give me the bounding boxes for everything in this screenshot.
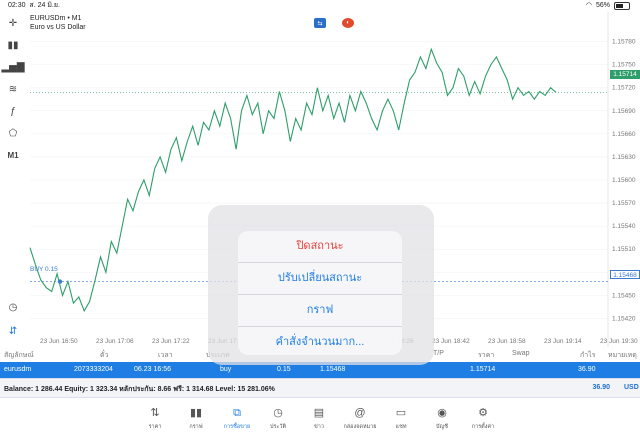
line-chart-icon[interactable]: ≋ [8,83,18,95]
col-comment: หมายเหตุ [608,352,637,359]
y-tick-label: 1.15540 [612,223,636,230]
balance-text: Balance: 1 286.44 Equity: 1 323.34 หลักป… [4,386,275,393]
col-swap: Swap [512,350,530,357]
candles-icon[interactable]: ▮▮ [7,39,19,51]
battery-icon [614,2,630,10]
quotes-icon: ⇅ [150,407,160,419]
account-icon: ◉ [437,407,447,419]
wifi-icon: ◠ [585,2,592,9]
x-tick-label: 23 Jun 18:58 [488,338,526,345]
indicators-icon[interactable]: ▂▅▇ [1,61,25,73]
settings-icon: ⚙ [478,407,488,419]
x-tick-label: 23 Jun 19:30 [600,338,638,345]
tab-chart[interactable]: ▮▮ กราฟ [189,407,203,430]
col-price: ราคา [478,352,495,359]
chart-overlay-icons: ⇆ ◐ [314,18,354,28]
buy-line-label: BUY 0.15 [30,266,58,273]
chart-item[interactable]: กราฟ [238,295,402,327]
signal-icon[interactable]: ◐ [342,18,354,28]
col-time: เวลา [158,352,173,359]
chart-symbol: EURUSDm • M1 [30,15,82,22]
y-tick-label: 1.15450 [612,292,636,299]
chart-toolbar: ✛ ▮▮ ▂▅▇ ≋ ƒ ⬠ M1 ◷ ⇵ [0,12,26,347]
y-tick-label: 1.15630 [612,154,636,161]
history-icon: ◷ [273,407,283,419]
news-icon: ▤ [313,407,325,419]
x-tick-label: 23 Jun 18:42 [432,338,470,345]
function-icon[interactable]: ƒ [10,105,16,117]
current-price-tag: 1.15714 [610,70,640,79]
tab-mailbox[interactable]: @ กล่องจดหมาย [343,407,377,430]
x-tick-label: 23 Jun 19:14 [544,338,582,345]
tab-quotes[interactable]: ⇅ ราคา [148,407,162,430]
y-tick-label: 1.15420 [612,315,636,322]
x-tick-label: 23 Jun 17:22 [152,338,190,345]
balance-bar: Balance: 1 286.44 Equity: 1 323.34 หลักป… [0,378,640,398]
status-bar: 02:30 ส. 24 มิ.ย. ◠ 56% [0,0,640,12]
one-click-trading-icon[interactable]: ⇆ [314,18,326,28]
x-tick-label: 23 Jun 17:06 [96,338,134,345]
col-symbol: สัญลักษณ์ [4,352,34,359]
col-ticket: ตั๋ว [100,352,109,359]
tab-news[interactable]: ▤ ข่าว [313,407,325,430]
balance-total: 36.90 [592,384,610,391]
row-open-price: 1.15468 [320,366,346,373]
shapes-icon[interactable]: ⬠ [8,127,18,139]
trade-icon: ⧉ [233,407,241,419]
y-tick-label: 1.15690 [612,108,636,115]
entry-marker [57,279,63,284]
chart-icon: ▮▮ [189,407,203,419]
y-tick-label: 1.15570 [612,200,636,207]
crosshair-icon[interactable]: ✛ [8,17,18,29]
modify-position-item[interactable]: ปรับเปลี่ยนสถานะ [238,263,402,295]
tab-chat[interactable]: ▭ แชท [395,407,407,430]
chart-description: Euro vs US Dollar [30,24,86,31]
tab-account[interactable]: ◉ บัญชี [436,407,448,430]
clock-icon[interactable]: ◷ [8,301,18,313]
close-position-item[interactable]: ปิดสถานะ [238,231,402,263]
col-tp: T/P [433,350,444,357]
col-profit: กำไร [580,352,596,359]
trade-panel-icon[interactable]: ⇵ [8,325,18,337]
row-time: 06.23 16:56 [134,366,171,373]
bulk-orders-item[interactable]: คำสั่งจำนวนมาก... [275,336,365,348]
status-right: ◠ 56% [586,0,630,12]
chart-title: EURUSDm • M1 Euro vs US Dollar [30,14,86,32]
position-row[interactable]: eurusdm 2073333204 06.23 16:56 buy 0.15 … [0,362,640,378]
tab-history[interactable]: ◷ ประวัติ [269,407,287,430]
row-ticket: 2073333204 [74,366,113,373]
y-tick-label: 1.15600 [612,177,636,184]
row-symbol: eurusdm [4,366,32,373]
status-time: 02:30 ส. 24 มิ.ย. [8,2,60,9]
row-volume: 0.15 [277,366,291,373]
price-series-line [29,47,557,313]
y-tick-label: 1.15510 [612,246,636,253]
row-current-price: 1.15714 [470,366,496,373]
y-tick-label: 1.15720 [612,85,636,92]
y-tick-label: 1.15780 [612,39,636,46]
tab-trade[interactable]: ⧉ การซื้อขาย [223,407,251,430]
y-tick-label: 1.15750 [612,62,636,69]
mailbox-icon: @ [354,407,366,419]
battery-percent: 56% [595,2,610,9]
buy-price-tag: 1.15468 [610,270,640,279]
tab-bar: ⇅ ราคา ▮▮ กราฟ ⧉ การซื้อขาย ◷ ประวัติ ▤ ข่าว … [0,400,640,447]
balance-currency: USD [624,384,639,391]
chat-icon: ▭ [395,407,407,419]
position-context-menu: ปิดสถานะ ปรับเปลี่ยนสถานะ กราฟ คำสั่งจำน… [238,231,402,355]
tab-settings[interactable]: ⚙ การตั้งค่า [471,407,495,430]
y-tick-label: 1.15660 [612,131,636,138]
row-profit: 36.90 [578,366,596,373]
x-tick-label: 23 Jun 16:50 [40,338,78,345]
row-type: buy [220,366,232,373]
timeframe-button[interactable]: M1 [7,150,19,160]
